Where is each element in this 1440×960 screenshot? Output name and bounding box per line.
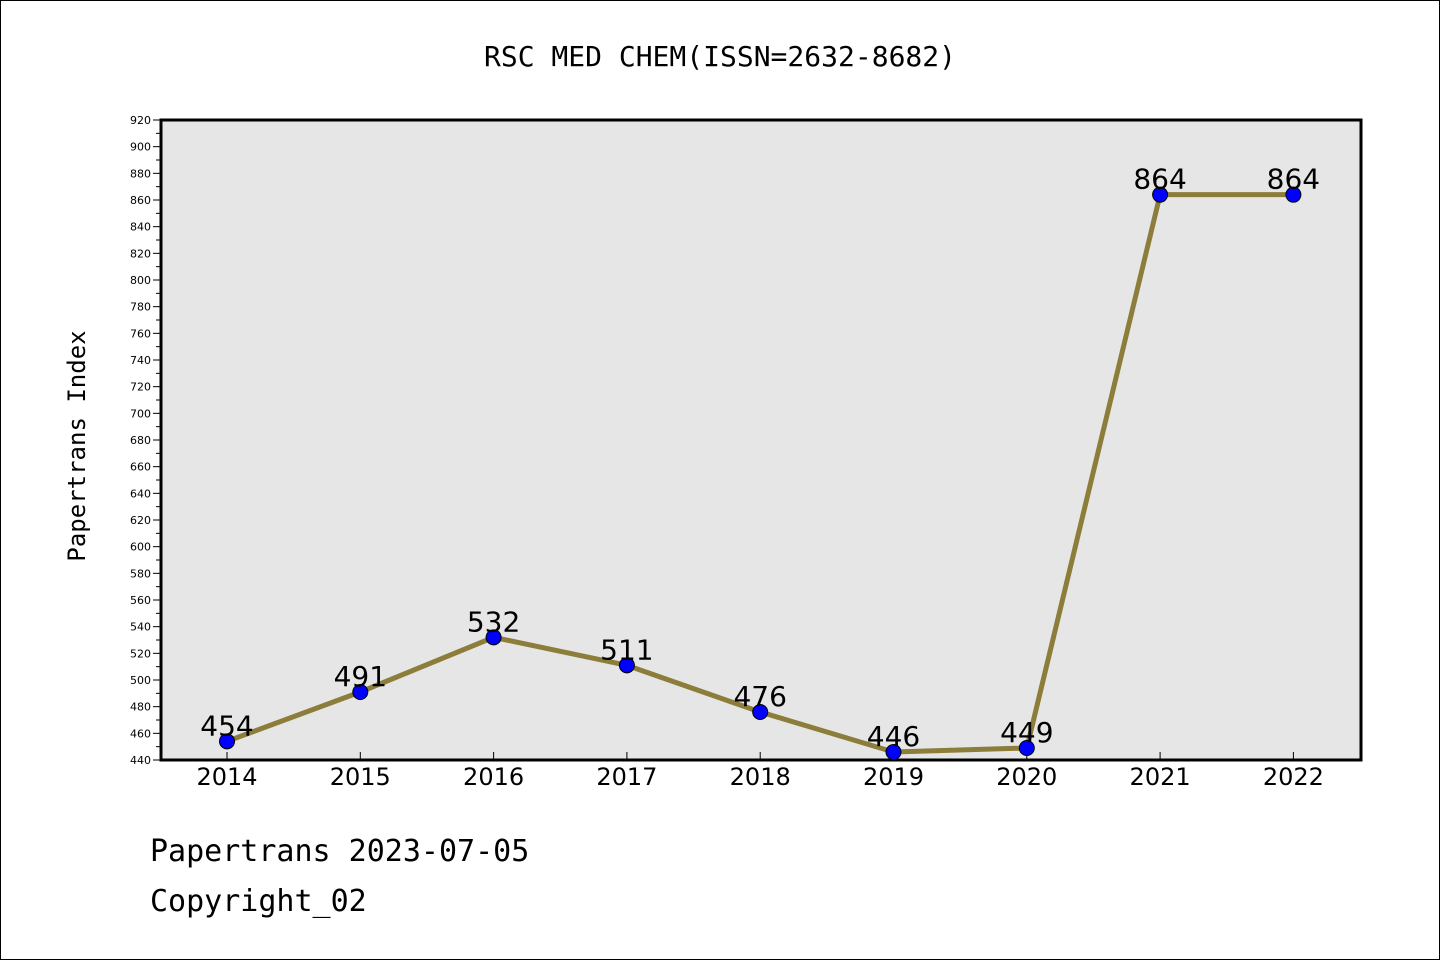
y-axis-ticks: 440 460 480 500 520 540 560 580 600 620 640 660 680 7… (130, 114, 161, 767)
x-tick-label: 2020 (996, 763, 1057, 791)
footer-copyright-text: Copyright_02 (150, 884, 367, 919)
y-tick-label: 700 (130, 407, 151, 420)
series-layer (219, 186, 1302, 760)
y-tick-label: 540 (130, 621, 151, 634)
y-tick-label: 480 (130, 701, 151, 714)
y-tick-label: 820 (130, 247, 151, 260)
chart-title: RSC MED CHEM(ISSN=2632-8682) (484, 40, 956, 73)
y-tick-label: 740 (130, 354, 151, 367)
x-tick-label: 2014 (196, 763, 257, 791)
data-point-marker (1152, 186, 1169, 203)
data-point-marker (752, 704, 769, 720)
y-tick-label: 600 (130, 541, 151, 554)
x-tick-label: 2017 (596, 763, 657, 791)
y-tick-label: 460 (130, 727, 151, 740)
data-label: 864 (1267, 163, 1320, 196)
y-tick-label: 760 (130, 327, 151, 340)
y-tick-label: 440 (130, 754, 151, 767)
data-label: 864 (1133, 163, 1186, 196)
plot-area (159, 118, 1363, 762)
y-tick-label: 560 (130, 594, 151, 607)
data-point-marker (885, 744, 902, 760)
x-tick-label: 2022 (1263, 763, 1324, 791)
data-labels-layer: 454 491 532 511 476 446 449 864 864 (200, 163, 1320, 753)
data-label: 511 (600, 633, 653, 666)
x-tick-label: 2016 (463, 763, 524, 791)
data-label: 491 (334, 660, 387, 693)
y-tick-label: 580 (130, 567, 151, 580)
y-tick-label: 500 (130, 674, 151, 687)
y-tick-label: 520 (130, 647, 151, 660)
x-axis-ticks: 2014 2015 2016 2017 2018 2019 2020 2021 2022 (196, 752, 1324, 791)
y-tick-label: 900 (130, 141, 151, 154)
x-tick-label: 2018 (730, 763, 791, 791)
y-tick-label: 720 (130, 381, 151, 394)
y-tick-label: 920 (130, 114, 151, 127)
y-axis-label: Papertrans Index (63, 330, 91, 561)
y-tick-label: 620 (130, 514, 151, 527)
data-label: 476 (733, 680, 786, 713)
y-tick-label: 840 (130, 221, 151, 234)
y-tick-label: 800 (130, 274, 151, 287)
y-tick-label: 880 (130, 167, 151, 180)
data-point-marker (352, 684, 369, 700)
footer-date-text: Papertrans 2023-07-05 (150, 834, 530, 869)
data-point-marker (485, 629, 502, 646)
y-tick-label: 680 (130, 434, 151, 447)
data-label: 532 (467, 605, 520, 638)
data-label: 454 (200, 709, 253, 742)
x-tick-label: 2019 (863, 763, 924, 791)
data-label: 446 (867, 720, 920, 753)
y-tick-label: 640 (130, 487, 151, 500)
data-point-marker (1285, 186, 1302, 203)
data-point-marker (219, 733, 235, 750)
y-tick-label: 780 (130, 301, 151, 314)
y-tick-label: 860 (130, 194, 151, 207)
data-label: 449 (1000, 716, 1053, 749)
x-tick-label: 2015 (330, 763, 391, 791)
data-point-marker (1018, 740, 1035, 756)
data-point-marker (618, 657, 635, 674)
y-tick-label: 660 (130, 461, 151, 474)
x-tick-label: 2021 (1130, 763, 1191, 791)
